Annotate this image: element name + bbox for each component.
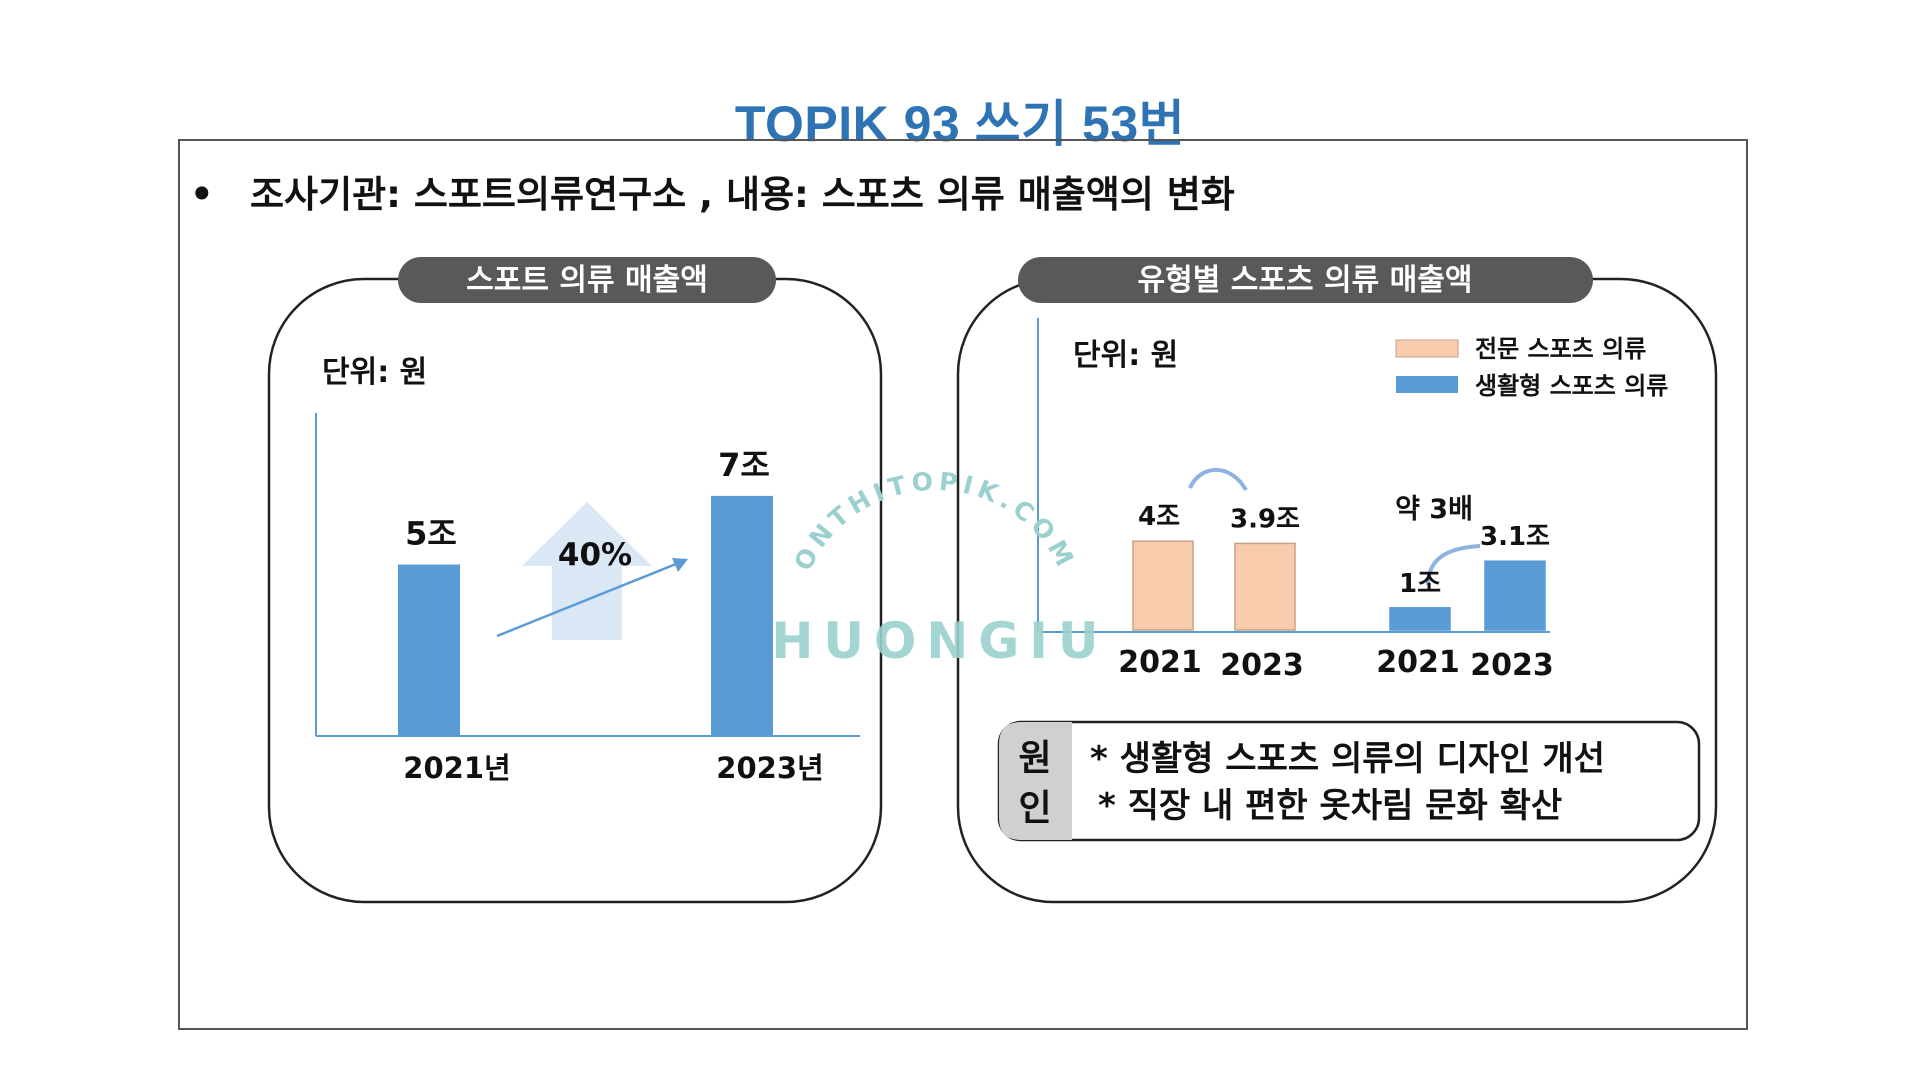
left-panel-header [398,257,776,303]
right-bar-value-label: 3.1조 [1480,522,1550,552]
legend-label-pro: 전문 스포츠 의류 [1475,335,1646,363]
growth-annotation: 40% [558,537,632,573]
up-arrow-icon [522,502,652,640]
right-chart-title: 유형별 스포츠 의류 매출액 [1138,263,1473,298]
right-category-label: 2021 [1118,645,1202,680]
right-bar-value-label: 4조 [1138,502,1180,532]
legend-swatch-pro [1395,339,1459,358]
bullet-icon: • [190,173,214,216]
right-category-label: 2023 [1220,648,1304,683]
legend-swatch-lifestyle [1396,376,1458,393]
right-category-label: 2023 [1470,648,1554,683]
growth-arrow-head [672,558,688,572]
left-category-label: 2023년 [716,751,823,785]
right-unit-label: 단위: 원 [1073,338,1178,373]
growth-arrow-line [496,562,677,638]
right-bar-pro-2021 [1132,540,1194,631]
left-chart-title: 스포트 의류 매출액 [466,263,708,298]
reason-item-2: * 직장 내 편한 옷차림 문화 확산 [1098,786,1562,826]
reasons-label-top: 원 [1018,738,1051,779]
lifestyle-annotation: 약 3배 [1395,494,1473,525]
reasons-label-bottom: 인 [1018,788,1051,829]
left-bar-2021년 [398,564,460,736]
right-panel-header [1018,257,1593,303]
reason-item-1: * 생활형 스포츠 의류의 디자인 개선 [1090,739,1605,779]
reasons-label-bg [999,722,1072,840]
summary-text: 조사기관: 스포트의류연구소 , 내용: 스포츠 의류 매출액의 변화 [250,173,1235,216]
left-category-label: 2021년 [403,751,510,785]
right-category-label: 2021 [1376,645,1460,680]
left-unit-label: 단위: 원 [322,355,427,390]
legend-label-lifestyle: 생활형 스포츠 의류 [1475,372,1668,400]
right-bar-lifestyle-2023 [1484,560,1546,631]
content-frame [178,139,1748,1030]
right-bar-value-label: 1조 [1399,569,1441,599]
right-bar-lifestyle-2021 [1389,607,1451,631]
left-bar-value-label: 5조 [405,515,457,553]
right-bar-value-label: 3.9조 [1230,504,1300,534]
summary-line: • 조사기관: 스포트의류연구소 , 내용: 스포츠 의류 매출액의 변화 [190,164,1235,218]
left-bar-2023년 [711,495,773,736]
watermark-text: HUONGIU [771,612,1108,670]
right-bar-pro-2023 [1234,542,1296,631]
page-title: TOPIK 93 쓰기 53번 [734,96,1186,152]
pro-change-arc [1188,467,1248,492]
left-bar-value-label: 7조 [718,446,770,484]
lifestyle-change-arc [1426,544,1481,586]
